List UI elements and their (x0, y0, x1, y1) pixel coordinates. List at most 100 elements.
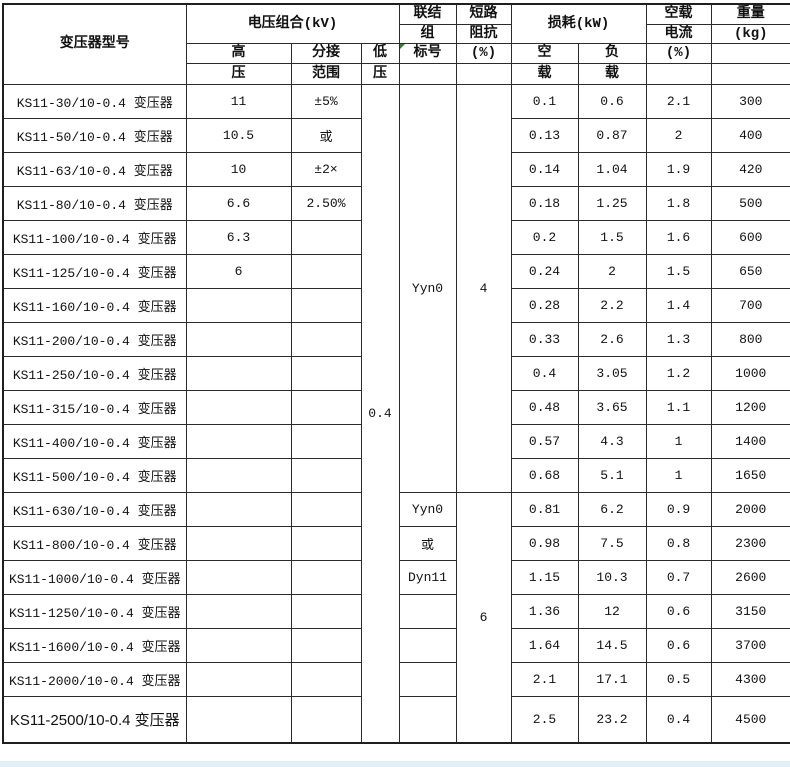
header-load-line2: 载 (577, 62, 647, 85)
model-cell: KS11-1000/10-0.4 变压器 (2, 559, 187, 595)
load-loss-cell: 10.3 (577, 559, 647, 595)
tap-range-cell: ±2× (290, 151, 362, 187)
no-load-loss-cell: 0.33 (510, 321, 579, 357)
hv-cell (185, 661, 292, 697)
hv-cell: 10.5 (185, 117, 292, 153)
hv-cell (185, 457, 292, 493)
model-cell: KS11-80/10-0.4 变压器 (2, 185, 187, 221)
weight-cell: 300 (710, 83, 790, 119)
model-cell: KS11-315/10-0.4 变压器 (2, 389, 187, 425)
tap-range-cell (290, 593, 362, 629)
tap-range-cell: 或 (290, 117, 362, 153)
connection-cell: Yyn0 (398, 491, 457, 527)
header-row-1: 变压器型号 电压组合(kV) 联结 短路 损耗(kW) 空载 重量 (2, 3, 790, 85)
model-cell: KS11-630/10-0.4 变压器 (2, 491, 187, 527)
connection-cell: Dyn11 (398, 559, 457, 595)
weight-cell: 2600 (710, 559, 790, 595)
header-load-line1: 负 (577, 42, 647, 64)
model-cell: KS11-125/10-0.4 变压器 (2, 253, 187, 289)
weight-cell: 4300 (710, 661, 790, 697)
header-tap-line1: 分接 (290, 42, 362, 64)
weight-cell: 600 (710, 219, 790, 255)
transformer-spec-table: 变压器型号 电压组合(kV) 联结 短路 损耗(kW) 空载 重量 组 阻抗 电… (2, 3, 790, 744)
weight-cell: 800 (710, 321, 790, 357)
weight-cell: 3150 (710, 593, 790, 629)
no-load-current-cell: 0.6 (645, 627, 712, 663)
no-load-current-cell: 1 (645, 457, 712, 493)
hv-cell (185, 627, 292, 663)
weight-cell: 420 (710, 151, 790, 187)
header-loss-group: 损耗(kW) (510, 3, 647, 44)
hv-cell (185, 423, 292, 459)
bottom-strip (0, 761, 790, 767)
header-connection-line3: 标号 (398, 42, 457, 64)
no-load-current-cell: 1 (645, 423, 712, 459)
hv-cell (185, 287, 292, 323)
hv-cell (185, 695, 292, 744)
no-load-loss-cell: 0.28 (510, 287, 579, 323)
connection-cell (398, 593, 457, 629)
no-load-current-cell: 0.6 (645, 593, 712, 629)
connection-merged-cell: Yyn0 (398, 83, 457, 493)
tap-range-cell (290, 559, 362, 595)
no-load-loss-cell: 0.48 (510, 389, 579, 425)
no-load-current-cell: 2 (645, 117, 712, 153)
no-load-loss-cell: 1.15 (510, 559, 579, 595)
weight-cell: 650 (710, 253, 790, 289)
load-loss-cell: 4.3 (577, 423, 647, 459)
load-loss-cell: 2.2 (577, 287, 647, 323)
tap-range-cell (290, 627, 362, 663)
tap-range-cell (290, 661, 362, 697)
header-weight-line1: 重量 (710, 3, 790, 25)
header-no-load-line2: 载 (510, 62, 579, 85)
tap-range-cell (290, 389, 362, 425)
load-loss-cell: 3.65 (577, 389, 647, 425)
table-row: KS11-200/10-0.4 变压器 0.33 2.6 1.3 800 (2, 321, 790, 357)
no-load-loss-cell: 2.1 (510, 661, 579, 697)
tap-range-cell (290, 219, 362, 255)
tap-range-cell: ±5% (290, 83, 362, 119)
hv-cell: 6 (185, 253, 292, 289)
load-loss-cell: 1.5 (577, 219, 647, 255)
table-row: KS11-50/10-0.4 变压器 10.5 或 0.13 0.87 2 400 (2, 117, 790, 153)
weight-cell: 3700 (710, 627, 790, 663)
no-load-loss-cell: 0.57 (510, 423, 579, 459)
header-hv-line1: 高 (185, 42, 292, 64)
model-cell: KS11-2000/10-0.4 变压器 (2, 661, 187, 697)
weight-cell: 1400 (710, 423, 790, 459)
no-load-loss-cell: 0.13 (510, 117, 579, 153)
model-cell: KS11-400/10-0.4 变压器 (2, 423, 187, 459)
table-row: KS11-630/10-0.4 变压器 Yyn0 6 0.81 6.2 0.9 2000 (2, 491, 790, 744)
header-lv-line1: 低 (360, 42, 400, 64)
impedance-merged-cell: 4 (455, 83, 512, 493)
no-load-current-cell: 0.8 (645, 525, 712, 561)
load-loss-cell: 23.2 (577, 695, 647, 744)
tap-range-cell (290, 287, 362, 323)
no-load-loss-cell: 0.2 (510, 219, 579, 255)
hv-cell (185, 593, 292, 629)
header-connection-line2: 组 (398, 23, 457, 44)
no-load-loss-cell: 2.5 (510, 695, 579, 744)
model-cell: KS11-160/10-0.4 变压器 (2, 287, 187, 323)
hv-cell (185, 525, 292, 561)
connection-cell: 或 (398, 525, 457, 561)
load-loss-cell: 6.2 (577, 491, 647, 527)
load-loss-cell: 5.1 (577, 457, 647, 493)
load-loss-cell: 7.5 (577, 525, 647, 561)
tap-range-cell: 2.50% (290, 185, 362, 221)
table-row: KS11-160/10-0.4 变压器 0.28 2.2 1.4 700 (2, 287, 790, 323)
spec-table-body: KS11-30/10-0.4 变压器 11 ±5% 0.4 Yyn0 4 0.1 0.6 2.1… (2, 83, 790, 744)
header-no-load-line1: 空 (510, 42, 579, 64)
header-impedance-line2: 阻抗 (455, 23, 512, 44)
tap-range-cell (290, 491, 362, 527)
header-current-line3: (%) (645, 42, 712, 64)
no-load-current-cell: 1.5 (645, 253, 712, 289)
load-loss-cell: 2.6 (577, 321, 647, 357)
table-row: KS11-315/10-0.4 变压器 0.48 3.65 1.1 1200 (2, 389, 790, 425)
no-load-loss-cell: 1.64 (510, 627, 579, 663)
header-lv-line2: 压 (360, 62, 400, 85)
no-load-current-cell: 1.6 (645, 219, 712, 255)
no-load-current-cell: 0.4 (645, 695, 712, 744)
model-cell: KS11-2500/10-0.4 变压器 (2, 695, 187, 744)
